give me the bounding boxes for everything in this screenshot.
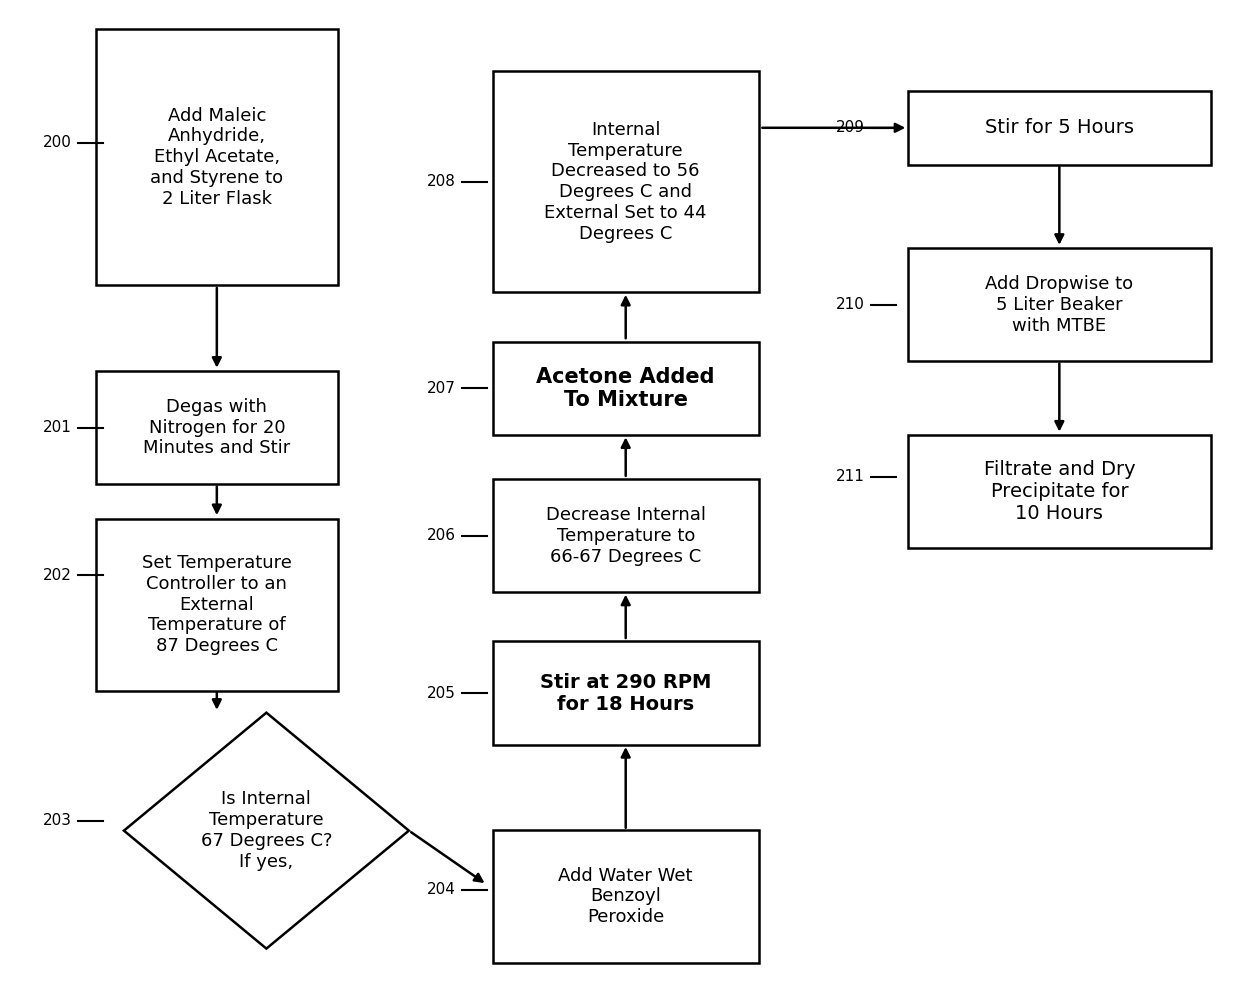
Text: 202: 202 [43,567,72,583]
FancyBboxPatch shape [907,91,1211,165]
Polygon shape [124,713,409,949]
Text: 201: 201 [43,420,72,435]
FancyBboxPatch shape [492,72,758,293]
Text: Degas with
Nitrogen for 20
Minutes and Stir: Degas with Nitrogen for 20 Minutes and S… [144,398,290,457]
FancyBboxPatch shape [95,372,337,485]
Text: Filtrate and Dry
Precipitate for
10 Hours: Filtrate and Dry Precipitate for 10 Hour… [984,460,1135,523]
Text: 203: 203 [43,813,72,829]
Text: 204: 204 [427,882,456,897]
Text: Stir for 5 Hours: Stir for 5 Hours [985,118,1134,138]
FancyBboxPatch shape [907,434,1211,549]
Text: Add Water Wet
Benzoyl
Peroxide: Add Water Wet Benzoyl Peroxide [559,867,693,926]
FancyBboxPatch shape [95,29,337,285]
Text: 200: 200 [43,135,72,150]
Text: Internal
Temperature
Decreased to 56
Degrees C and
External Set to 44
Degrees C: Internal Temperature Decreased to 56 Deg… [544,121,707,243]
Text: 209: 209 [836,120,865,136]
FancyBboxPatch shape [492,642,758,745]
Text: 205: 205 [427,685,456,701]
FancyBboxPatch shape [95,519,337,690]
FancyBboxPatch shape [492,479,758,592]
Text: 208: 208 [427,174,456,190]
Text: Add Maleic
Anhydride,
Ethyl Acetate,
and Styrene to
2 Liter Flask: Add Maleic Anhydride, Ethyl Acetate, and… [150,107,284,207]
Text: 211: 211 [836,469,865,485]
Text: Add Dropwise to
5 Liter Beaker
with MTBE: Add Dropwise to 5 Liter Beaker with MTBE [985,275,1134,334]
Text: 206: 206 [427,528,456,544]
FancyBboxPatch shape [907,249,1211,362]
Text: Is Internal
Temperature
67 Degrees C?
If yes,: Is Internal Temperature 67 Degrees C? If… [201,790,332,871]
FancyBboxPatch shape [492,342,758,434]
Text: 210: 210 [836,297,865,313]
Text: Set Temperature
Controller to an
External
Temperature of
87 Degrees C: Set Temperature Controller to an Externa… [142,554,291,655]
Text: Acetone Added
To Mixture: Acetone Added To Mixture [536,367,715,410]
Text: Decrease Internal
Temperature to
66-67 Degrees C: Decrease Internal Temperature to 66-67 D… [545,506,706,565]
FancyBboxPatch shape [492,830,758,963]
Text: 207: 207 [427,380,456,396]
Text: Stir at 290 RPM
for 18 Hours: Stir at 290 RPM for 18 Hours [540,672,711,714]
